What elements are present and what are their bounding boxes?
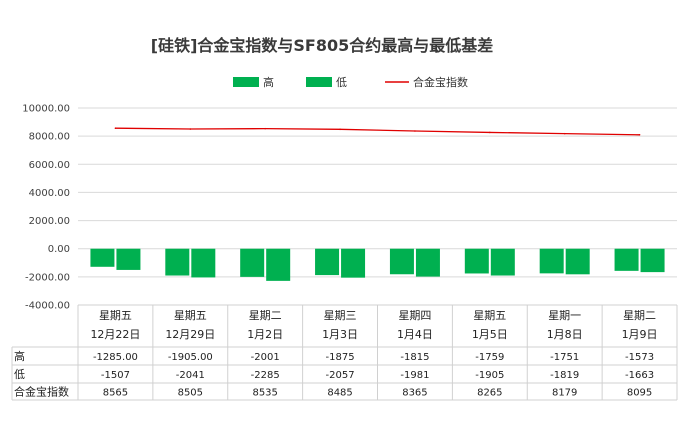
table-cell: 8365 bbox=[402, 388, 427, 399]
table-cell: -2001 bbox=[251, 352, 280, 363]
y-tick-label: 8000.00 bbox=[29, 132, 70, 143]
bars bbox=[90, 248, 665, 281]
index-point bbox=[264, 127, 266, 130]
y-axis: 10000.00 8000.00 6000.00 4000.00 2000.00 0.00… bbox=[22, 104, 70, 312]
bar-high bbox=[240, 248, 265, 277]
bar-low bbox=[640, 248, 665, 273]
bar-low bbox=[415, 248, 440, 277]
legend-label: 高 bbox=[263, 75, 274, 89]
index-point bbox=[114, 127, 117, 129]
table-cell: 8485 bbox=[327, 388, 352, 399]
y-tick-label: 2000.00 bbox=[29, 216, 70, 227]
table-cell: 8179 bbox=[552, 388, 577, 399]
bar-low bbox=[191, 248, 216, 278]
bar-high bbox=[464, 248, 489, 274]
bar-low bbox=[116, 248, 141, 270]
category-label: 星期四 bbox=[398, 309, 431, 322]
category-label: 1月2日 bbox=[247, 328, 283, 341]
index-point bbox=[414, 130, 416, 132]
chart-title: [硅铁]合金宝指数与SF805合约最高与最低基差 bbox=[151, 36, 493, 55]
table-cell: -1981 bbox=[400, 370, 429, 381]
legend-swatch-bar bbox=[306, 77, 332, 87]
bar-low bbox=[266, 248, 291, 281]
y-tick-label: 0.00 bbox=[48, 244, 70, 255]
table-cell: -1507 bbox=[101, 370, 130, 381]
table-row-header: 合金宝指数 bbox=[14, 385, 69, 399]
table-cell: -1815 bbox=[400, 352, 429, 363]
bar-high bbox=[539, 248, 564, 274]
table-row-header: 高 bbox=[14, 349, 25, 363]
category-label: 1月8日 bbox=[547, 328, 583, 341]
bar-high bbox=[315, 248, 340, 276]
table-cell: 8265 bbox=[477, 388, 502, 399]
bar-low bbox=[490, 248, 515, 276]
table-cell: -1875 bbox=[326, 352, 355, 363]
table-cell: -1905.00 bbox=[168, 352, 213, 363]
category-label: 星期二 bbox=[249, 309, 282, 322]
category-label: 星期三 bbox=[324, 309, 357, 322]
table-cell: -1573 bbox=[625, 352, 654, 363]
table-cell: -1905 bbox=[475, 370, 504, 381]
category-label: 星期一 bbox=[548, 309, 581, 322]
table-cell: -1759 bbox=[475, 352, 504, 363]
legend-label: 低 bbox=[336, 76, 347, 89]
data-table: 星期五12月22日星期五12月29日星期二1月2日星期三1月3日星期四1月4日星… bbox=[11, 304, 678, 401]
bar-low bbox=[341, 248, 366, 278]
table-cell: 8535 bbox=[252, 388, 277, 399]
category-label: 星期五 bbox=[174, 309, 207, 322]
category-label: 星期五 bbox=[99, 309, 132, 322]
index-point bbox=[638, 134, 641, 136]
table-cell: -1819 bbox=[550, 370, 579, 381]
y-tick-label: -4000.00 bbox=[25, 301, 70, 312]
table-row-header: 低 bbox=[14, 368, 25, 381]
category-label: 12月22日 bbox=[90, 328, 140, 341]
table-cell: 8565 bbox=[103, 388, 128, 399]
bar-high bbox=[389, 248, 414, 275]
index-point bbox=[339, 128, 341, 131]
y-tick-label: 4000.00 bbox=[29, 188, 70, 199]
category-label: 星期二 bbox=[623, 309, 656, 322]
table-cell: -1663 bbox=[625, 370, 654, 381]
index-line-path bbox=[115, 127, 640, 136]
table-cell: 8505 bbox=[178, 388, 203, 399]
category-label: 1月9日 bbox=[622, 328, 658, 341]
legend-label: 合金宝指数 bbox=[413, 75, 468, 89]
table-cell: -1285.00 bbox=[93, 352, 138, 363]
bar-low bbox=[565, 248, 590, 275]
table-cell: -2041 bbox=[176, 370, 205, 381]
index-point bbox=[563, 132, 566, 135]
legend: 高 低 合金宝指数 bbox=[233, 75, 468, 89]
table-cell: -2057 bbox=[326, 370, 355, 381]
category-label: 1月4日 bbox=[397, 328, 433, 341]
category-label: 星期五 bbox=[473, 309, 506, 322]
index-point bbox=[189, 128, 192, 130]
legend-swatch-bar bbox=[233, 77, 259, 87]
index-line bbox=[114, 127, 641, 136]
bar-high bbox=[90, 248, 115, 267]
y-tick-label: -2000.00 bbox=[25, 272, 70, 283]
table-cell: -2285 bbox=[251, 370, 280, 381]
category-label: 12月29日 bbox=[165, 328, 215, 341]
bar-high bbox=[165, 248, 190, 276]
table-cell: -1751 bbox=[550, 352, 579, 363]
bar-high bbox=[614, 248, 639, 271]
category-label: 1月3日 bbox=[322, 328, 358, 341]
category-label: 1月5日 bbox=[472, 328, 508, 341]
index-point bbox=[489, 131, 491, 134]
y-tick-label: 6000.00 bbox=[29, 160, 70, 171]
table-cell: 8095 bbox=[627, 388, 652, 399]
y-tick-label: 10000.00 bbox=[22, 104, 70, 115]
